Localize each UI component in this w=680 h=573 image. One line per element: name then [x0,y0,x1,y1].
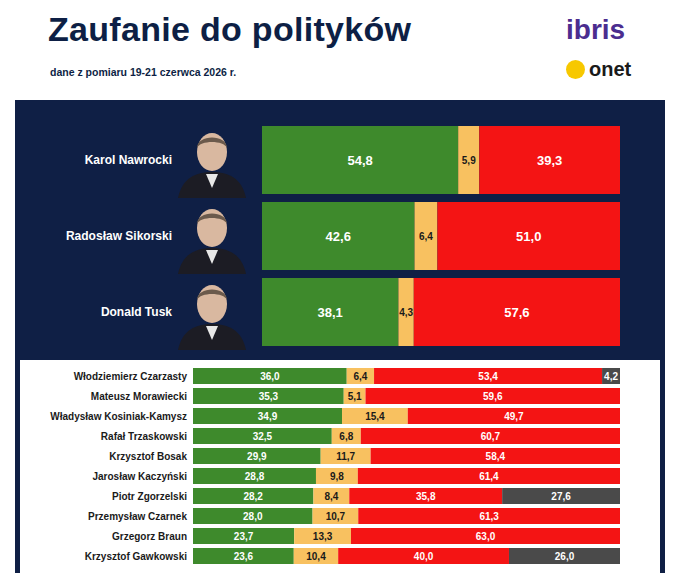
svg-text:4,3: 4,3 [399,307,413,318]
svg-text:54,8: 54,8 [347,153,372,168]
svg-text:6,4: 6,4 [419,231,433,242]
html-text:Zaufanie do polityków: Zaufanie do polityków [48,10,412,48]
svg-text:28,8: 28,8 [245,471,265,482]
svg-text:Mateusz Morawiecki: Mateusz Morawiecki [91,391,187,402]
svg-text:5,1: 5,1 [348,391,362,402]
svg-text:5,9: 5,9 [462,155,476,166]
svg-text:15,4: 15,4 [365,411,385,422]
svg-text:39,3: 39,3 [537,153,562,168]
svg-text:27,6: 27,6 [551,491,571,502]
svg-text:61,3: 61,3 [479,511,499,522]
svg-text:51,0: 51,0 [516,229,541,244]
svg-text:40,0: 40,0 [414,551,434,562]
svg-text:59,6: 59,6 [483,391,503,402]
svg-text:28,0: 28,0 [243,511,263,522]
svg-text:28,2: 28,2 [243,491,263,502]
svg-text:6,4: 6,4 [353,371,367,382]
html-text:onet: onet [589,58,632,80]
svg-text:Władysław Kosiniak-Kamysz: Władysław Kosiniak-Kamysz [50,411,187,422]
svg-text:Włodziemierz Czarzasty: Włodziemierz Czarzasty [74,371,188,382]
svg-text:10,4: 10,4 [306,551,326,562]
svg-text:57,6: 57,6 [504,305,529,320]
svg-text:Krzysztof Gawkowski: Krzysztof Gawkowski [85,551,187,562]
svg-text:61,4: 61,4 [479,471,499,482]
html-text:dane z pomiaru 19-21 czerwca 2: dane z pomiaru 19-21 czerwca 2026 r. [50,66,237,78]
svg-text:63,0: 63,0 [476,531,496,542]
svg-text:38,1: 38,1 [318,305,343,320]
svg-text:29,9: 29,9 [247,451,267,462]
svg-text:Rafał Trzaskowski: Rafał Trzaskowski [101,431,187,442]
svg-text:53,4: 53,4 [478,371,498,382]
svg-text:6,8: 6,8 [339,431,353,442]
svg-text:35,3: 35,3 [259,391,279,402]
svg-text:32,5: 32,5 [253,431,273,442]
svg-text:Jarosław Kaczyński: Jarosław Kaczyński [93,471,188,482]
svg-text:Grzegorz Braun: Grzegorz Braun [112,531,187,542]
svg-text:Krzysztof Bosak: Krzysztof Bosak [109,451,187,462]
svg-text:Donald Tusk: Donald Tusk [101,305,172,319]
svg-text:4,2: 4,2 [604,371,618,382]
svg-text:58,4: 58,4 [486,451,506,462]
svg-text:9,8: 9,8 [330,471,344,482]
svg-text:34,9: 34,9 [258,411,278,422]
html-text:ibris: ibris [566,14,626,45]
svg-text:23,6: 23,6 [234,551,254,562]
svg-text:23,7: 23,7 [234,531,254,542]
svg-text:49,7: 49,7 [504,411,524,422]
svg-text:26,0: 26,0 [555,551,575,562]
svg-text:8,4: 8,4 [324,491,338,502]
svg-text:42,6: 42,6 [326,229,351,244]
svg-text:10,7: 10,7 [326,511,346,522]
svg-text:Piotr Zgorzelski: Piotr Zgorzelski [112,491,187,502]
svg-text:Karol Nawrocki: Karol Nawrocki [85,153,172,167]
svg-text:Przemysław Czarnek: Przemysław Czarnek [88,511,187,522]
svg-text:36,0: 36,0 [260,371,280,382]
svg-text:11,7: 11,7 [336,451,355,462]
svg-text:60,7: 60,7 [481,431,501,442]
svg-text:Radosław Sikorski: Radosław Sikorski [66,229,172,243]
svg-text:13,3: 13,3 [313,531,333,542]
svg-text:35,8: 35,8 [416,491,436,502]
